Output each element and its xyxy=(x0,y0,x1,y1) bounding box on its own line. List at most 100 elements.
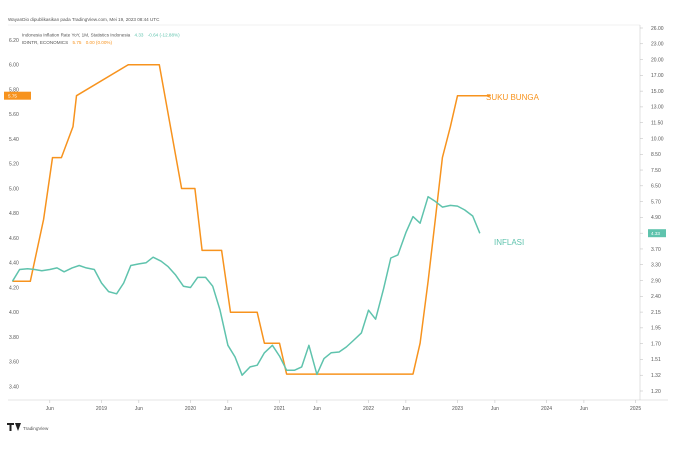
series2-value: 5.75 xyxy=(72,40,81,45)
suku-bunga-point xyxy=(435,219,436,220)
inflasi-point xyxy=(397,254,399,256)
suku-bunga-point xyxy=(76,95,77,96)
inflasi-point xyxy=(368,309,369,311)
inflasi-point xyxy=(279,355,280,357)
right-tick-label: 1.95 xyxy=(651,326,661,332)
series1-info: Indonesia Inflation Rate YoY, 1M, Statis… xyxy=(22,33,180,38)
tradingview-logo: TradingView xyxy=(7,423,49,431)
inflasi-point xyxy=(27,268,28,270)
left-tick-label: 3.80 xyxy=(9,335,19,341)
inflasi-point xyxy=(12,280,13,282)
inflasi-point xyxy=(167,266,169,268)
inflasi-point xyxy=(86,267,87,269)
inflasi-point xyxy=(442,206,443,208)
suku-bunga-point xyxy=(127,64,129,66)
left-tick-label: 5.40 xyxy=(9,137,19,143)
left-tick-label: 4.00 xyxy=(9,310,19,316)
inflasi-point xyxy=(286,369,287,371)
right-tick-label: 13.00 xyxy=(651,105,664,111)
inflasi-point xyxy=(264,352,265,354)
left-axis-ticks: 3.40 3.60 3.80 4.00 4.20 4.40 4.60 4.80 5.00 5.20… xyxy=(9,38,19,390)
series2-info: IDINTR, ECONOMICS 5.75 0.00 (0.00%) xyxy=(22,40,112,45)
x-tick-label: 2020 xyxy=(185,406,196,412)
suku-bunga-point xyxy=(230,312,231,313)
suku-bunga-point xyxy=(427,281,429,282)
suku-bunga-point xyxy=(181,188,182,189)
x-tick-label: Jun xyxy=(580,406,588,412)
inflasi-point xyxy=(130,265,132,266)
left-tick-label: 4.80 xyxy=(9,211,19,217)
suku-bunga-point xyxy=(52,157,53,158)
left-tick-label: 5.00 xyxy=(9,186,19,192)
inflasi-point xyxy=(116,293,117,295)
right-tick-label: 2.40 xyxy=(651,294,661,300)
inflasi-point xyxy=(375,318,376,320)
x-tick-label: 2023 xyxy=(452,406,463,412)
series1-name: Indonesia Inflation Rate YoY, 1M, Statis… xyxy=(22,33,131,38)
inflasi-point xyxy=(227,345,229,346)
right-tick-label: 1.20 xyxy=(651,389,661,395)
x-tick-label: Jun xyxy=(491,406,499,412)
series2-change: 0.00 (0.00%) xyxy=(86,40,113,45)
inflasi-point xyxy=(412,216,414,217)
suku-bunga-point xyxy=(194,188,196,189)
inflasi-point xyxy=(405,232,407,233)
inflasi-point xyxy=(34,269,35,270)
series2-name: IDINTR, ECONOMICS xyxy=(22,40,68,45)
right-tick-label: 6.50 xyxy=(651,184,661,190)
inflasi-point xyxy=(175,274,176,275)
left-tick-label: 6.20 xyxy=(9,38,19,44)
inflasi-point xyxy=(330,352,332,354)
left-tick-label: 5.20 xyxy=(9,162,19,168)
right-tick-label: 4.90 xyxy=(651,215,661,221)
suku-bunga-point xyxy=(419,342,421,344)
inflasi-point xyxy=(435,201,436,202)
inflasi-point xyxy=(234,356,236,358)
right-tick-label: 3.30 xyxy=(651,263,661,269)
inflasi-point xyxy=(197,277,198,278)
inflasi-point xyxy=(390,257,392,259)
inflasi-point xyxy=(56,267,58,269)
suku-bunga-point xyxy=(264,342,265,344)
suku-bunga-point xyxy=(256,312,258,313)
right-tick-label: 3.70 xyxy=(651,247,661,253)
inflasi-point xyxy=(256,364,258,366)
inflasi-point xyxy=(450,205,451,206)
suku-bunga-point xyxy=(412,373,414,375)
suku-bunga-point xyxy=(201,250,203,251)
right-tick-label: 8.50 xyxy=(651,152,661,158)
inflasi-point xyxy=(152,256,154,258)
inflasi-point xyxy=(183,285,184,287)
right-tick-label: 1.70 xyxy=(651,341,661,347)
inflasi-point xyxy=(63,271,65,273)
inflasi-point xyxy=(145,262,147,264)
left-tick-label: 3.60 xyxy=(9,360,19,366)
inflasi-point xyxy=(472,215,474,217)
series-lines xyxy=(11,64,491,376)
tradingview-logo-icon xyxy=(7,423,21,431)
suku-bunga-point xyxy=(450,126,451,127)
suku-bunga-point xyxy=(286,373,287,375)
right-value-badge-text: 4.33 xyxy=(651,231,660,236)
inflasi-point xyxy=(49,269,51,270)
inflasi-line xyxy=(11,195,481,376)
left-tick-label: 3.40 xyxy=(9,384,19,390)
inflasi-point xyxy=(108,291,109,292)
x-tick-label: Jun xyxy=(135,406,143,412)
inflasi-point xyxy=(419,222,421,224)
inflasi-point xyxy=(338,351,340,353)
right-tick-label: 15.00 xyxy=(651,89,664,95)
right-tick-label: 17.00 xyxy=(651,73,664,79)
annotation-suku-bunga: SUKU BUNGA xyxy=(486,93,540,102)
inflasi-point xyxy=(123,282,124,284)
inflasi-point xyxy=(294,369,295,371)
inflasi-point xyxy=(41,270,43,272)
inflasi-point xyxy=(316,374,318,375)
left-value-badge-text: 5.75 xyxy=(8,93,17,98)
inflasi-point xyxy=(272,345,273,346)
left-value-badge xyxy=(4,91,31,100)
suku-bunga-point xyxy=(457,95,458,96)
inflasi-point xyxy=(190,287,191,288)
right-tick-label: 2.90 xyxy=(651,278,661,284)
